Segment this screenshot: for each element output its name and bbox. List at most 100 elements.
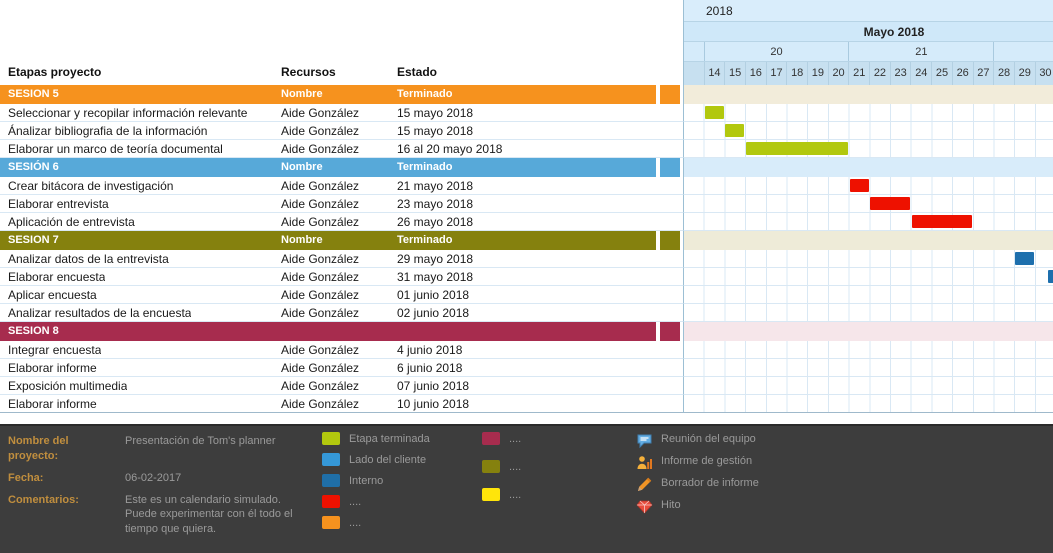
timeline-year-label: 2018 (706, 4, 733, 18)
task-status-cell[interactable]: 29 mayo 2018 (397, 252, 474, 266)
gantt-bar[interactable] (1015, 252, 1035, 265)
legend-color-swatch (322, 495, 340, 508)
task-status-cell[interactable]: 15 mayo 2018 (397, 106, 474, 120)
section-name[interactable]: SESION 8 (8, 325, 59, 337)
task-row[interactable]: Elaborar informe Aide González 10 junio 20… (0, 395, 1053, 413)
legend-item[interactable]: .... (482, 460, 521, 474)
task-name-cell[interactable]: Analizar datos de la entrevista (8, 252, 169, 266)
task-status-cell[interactable]: 15 mayo 2018 (397, 124, 474, 138)
task-resource-cell[interactable]: Aide González (281, 343, 360, 357)
task-row[interactable]: Seleccionar y recopilar información rele… (0, 104, 1053, 122)
legend-item[interactable]: Informe de gestión (636, 454, 759, 471)
task-status-cell[interactable]: 6 junio 2018 (397, 361, 463, 375)
task-name-cell[interactable]: Elaborar encuesta (8, 270, 106, 284)
task-name-cell[interactable]: Elaborar informe (8, 361, 97, 375)
legend-item[interactable]: Borrador de informe (636, 476, 759, 493)
task-resource-cell[interactable]: Aide González (281, 288, 360, 302)
section-name[interactable]: SESION 7 (8, 234, 59, 246)
timeline-task-row (683, 104, 1053, 122)
task-status-cell[interactable]: 07 junio 2018 (397, 379, 470, 393)
task-resource-cell[interactable]: Aide González (281, 397, 360, 411)
task-name-cell[interactable]: Elaborar un marco de teoría documental (8, 142, 223, 156)
task-resource-cell[interactable]: Aide González (281, 197, 360, 211)
task-row[interactable]: Elaborar encuesta Aide González 31 mayo 20… (0, 268, 1053, 286)
task-resource-cell[interactable]: Aide González (281, 106, 360, 120)
task-resource-cell[interactable]: Aide González (281, 215, 360, 229)
task-name-cell[interactable]: Analizar resultados de la encuesta (8, 306, 192, 320)
section-name[interactable]: SESIÓN 6 (8, 161, 59, 173)
section-row[interactable]: SESION 8 (0, 322, 1053, 341)
task-row[interactable]: Crear bitácora de investigación Aide Gonz… (0, 177, 1053, 195)
task-name-cell[interactable]: Aplicación de entrevista (8, 215, 135, 229)
task-status-cell[interactable]: 21 mayo 2018 (397, 179, 474, 193)
task-row[interactable]: Aplicación de entrevista Aide González 26 … (0, 213, 1053, 231)
task-status-cell[interactable]: 23 mayo 2018 (397, 197, 474, 211)
legend-item[interactable]: Interno (322, 474, 430, 488)
legend-label: Borrador de informe (661, 477, 759, 489)
task-resource-cell[interactable]: Aide González (281, 252, 360, 266)
task-status-cell[interactable]: 10 junio 2018 (397, 397, 470, 411)
task-status-cell[interactable]: 26 mayo 2018 (397, 215, 474, 229)
task-row[interactable]: Integrar encuesta Aide González 4 junio 20… (0, 341, 1053, 359)
task-name-cell[interactable]: Exposición multimedia (8, 379, 128, 393)
task-row[interactable]: Exposición multimedia Aide González 07 jun… (0, 377, 1053, 395)
task-name-cell[interactable]: Elaborar entrevista (8, 197, 109, 211)
task-row[interactable]: Aplicar encuesta Aide González 01 junio 20… (0, 286, 1053, 304)
task-resource-cell[interactable]: Aide González (281, 270, 360, 284)
task-status-cell[interactable]: 16 al 20 mayo 2018 (397, 142, 503, 156)
task-row[interactable]: Elaborar informe Aide González 6 junio 201… (0, 359, 1053, 377)
section-row[interactable]: SESION 5 Nombre Terminado (0, 85, 1053, 104)
task-resource-cell[interactable]: Aide González (281, 361, 360, 375)
legend-item[interactable]: .... (322, 495, 430, 509)
task-resource-cell[interactable]: Aide González (281, 179, 360, 193)
gantt-bar[interactable] (725, 124, 745, 137)
task-name-cell[interactable]: Crear bitácora de investigación (8, 179, 174, 193)
task-resource-cell[interactable]: Aide González (281, 124, 360, 138)
timeline-task-row (683, 213, 1053, 231)
section-row[interactable]: SESIÓN 6 Nombre Terminado (0, 158, 1053, 177)
legend-item[interactable]: Hito (636, 498, 759, 515)
gantt-bar[interactable] (870, 197, 911, 210)
section-name[interactable]: SESION 5 (8, 88, 59, 100)
gantt-bar[interactable] (849, 179, 869, 192)
legend-item[interactable]: .... (322, 516, 430, 530)
legend-item[interactable]: Lado del cliente (322, 453, 430, 467)
task-row[interactable]: Elaborar entrevista Aide González 23 mayo … (0, 195, 1053, 213)
gantt-bar[interactable] (911, 215, 973, 228)
legend-item[interactable]: .... (482, 488, 521, 502)
task-resource-cell[interactable]: Aide González (281, 142, 360, 156)
footer-field-value[interactable]: Este es un calendario simulado. Puede ex… (125, 493, 293, 536)
task-status-cell[interactable]: 4 junio 2018 (397, 343, 463, 357)
day-cell: 19 (808, 62, 829, 85)
legend-label: Interno (349, 475, 384, 487)
legend-item[interactable]: Reunión del equipo (636, 432, 759, 449)
task-name-cell[interactable]: Integrar encuesta (8, 343, 102, 357)
task-left: Elaborar entrevista Aide González 23 mayo … (0, 195, 683, 213)
gantt-bar[interactable] (1047, 270, 1053, 283)
legend-item[interactable]: Etapa terminada (322, 432, 430, 446)
task-name-cell[interactable]: Aplicar encuesta (8, 288, 97, 302)
footer-field-value[interactable]: 06-02-2017 (125, 471, 182, 484)
gantt-bar[interactable] (704, 106, 724, 119)
task-resource-cell[interactable]: Aide González (281, 306, 360, 320)
task-name-cell[interactable]: Seleccionar y recopilar información rele… (8, 106, 248, 120)
task-row[interactable]: Ánalizar bibliografia de la información A… (0, 122, 1053, 140)
footer-field-value[interactable]: Presentación de Tom's planner (125, 435, 276, 447)
day-cell: 25 (932, 62, 953, 85)
task-status-cell[interactable]: 02 junio 2018 (397, 306, 470, 320)
legend-color-swatch (322, 516, 340, 529)
section-row[interactable]: SESION 7 Nombre Terminado (0, 231, 1053, 250)
task-row[interactable]: Analizar resultados de la encuesta Aide G… (0, 304, 1053, 322)
legend-item[interactable]: .... (482, 432, 521, 446)
task-resource-cell[interactable]: Aide González (281, 379, 360, 393)
gantt-bar[interactable] (746, 142, 848, 155)
task-row[interactable]: Analizar datos de la entrevista Aide Gonz… (0, 250, 1053, 268)
week-row: 20 21 (684, 42, 1053, 62)
task-status-cell[interactable]: 01 junio 2018 (397, 288, 470, 302)
task-row[interactable]: Elaborar un marco de teoría documental Ai… (0, 140, 1053, 158)
task-status-cell[interactable]: 31 mayo 2018 (397, 270, 474, 284)
section-bar (0, 322, 656, 341)
task-name-cell[interactable]: Ánalizar bibliografia de la información (8, 124, 208, 138)
task-left: Analizar resultados de la encuesta Aide G… (0, 304, 683, 322)
task-name-cell[interactable]: Elaborar informe (8, 397, 97, 411)
